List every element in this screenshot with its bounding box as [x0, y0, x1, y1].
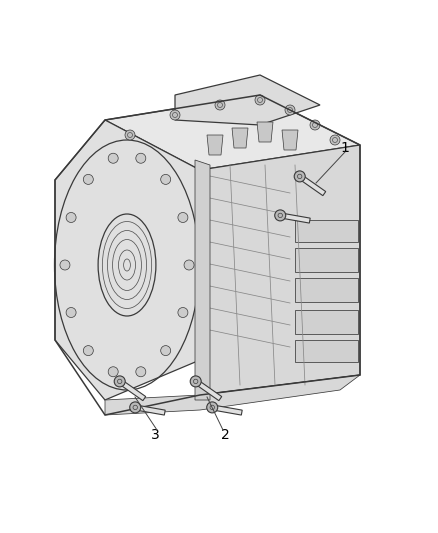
Circle shape [108, 367, 118, 377]
Polygon shape [257, 122, 273, 142]
Polygon shape [295, 340, 358, 362]
Polygon shape [118, 379, 146, 401]
Circle shape [310, 120, 320, 130]
Polygon shape [232, 128, 248, 148]
Circle shape [66, 213, 76, 222]
Circle shape [60, 260, 70, 270]
Polygon shape [195, 160, 210, 400]
Polygon shape [105, 375, 360, 415]
Circle shape [161, 345, 171, 356]
Circle shape [136, 154, 146, 163]
Polygon shape [207, 135, 223, 155]
Polygon shape [212, 405, 242, 415]
Circle shape [125, 130, 135, 140]
Polygon shape [298, 174, 326, 196]
Polygon shape [295, 248, 358, 272]
Polygon shape [135, 405, 165, 415]
Circle shape [190, 376, 201, 387]
Circle shape [136, 367, 146, 377]
Polygon shape [200, 145, 360, 395]
Circle shape [66, 308, 76, 318]
Circle shape [178, 308, 188, 318]
Polygon shape [55, 120, 200, 400]
Polygon shape [295, 220, 358, 242]
Circle shape [178, 213, 188, 222]
Polygon shape [295, 278, 358, 302]
Text: 1: 1 [341, 141, 350, 155]
Polygon shape [105, 95, 360, 170]
Circle shape [275, 210, 286, 221]
Text: 3: 3 [151, 428, 159, 442]
Circle shape [330, 135, 340, 145]
Circle shape [114, 376, 125, 387]
Circle shape [255, 95, 265, 105]
Circle shape [83, 345, 93, 356]
Circle shape [83, 174, 93, 184]
Circle shape [285, 105, 295, 115]
Circle shape [207, 402, 218, 413]
Polygon shape [282, 130, 298, 150]
Circle shape [184, 260, 194, 270]
Polygon shape [194, 379, 222, 401]
Polygon shape [280, 213, 310, 223]
Circle shape [170, 110, 180, 120]
Text: 2: 2 [221, 428, 230, 442]
Circle shape [215, 100, 225, 110]
Circle shape [161, 174, 171, 184]
Circle shape [108, 154, 118, 163]
Polygon shape [295, 310, 358, 334]
Circle shape [294, 171, 305, 182]
Polygon shape [175, 75, 320, 125]
Circle shape [130, 402, 141, 413]
Ellipse shape [98, 214, 156, 316]
